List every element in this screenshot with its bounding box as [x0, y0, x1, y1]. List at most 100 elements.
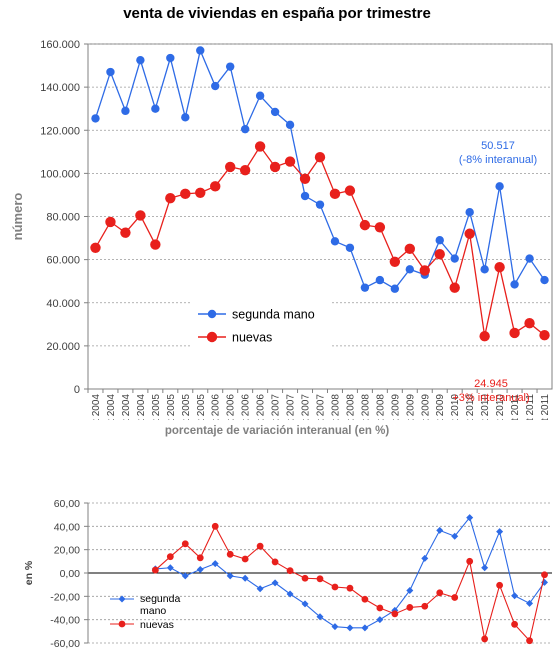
- data-point: [211, 522, 219, 530]
- data-point: [421, 554, 429, 562]
- data-point: [480, 265, 489, 274]
- data-point: [314, 152, 326, 163]
- legend: segunda mano nuevas: [190, 298, 330, 348]
- x-tick-label: 3t 2009: [420, 394, 431, 420]
- data-point: [391, 610, 399, 618]
- x-tick-label: 3t 2005: [181, 394, 192, 420]
- data-point: [464, 228, 475, 239]
- x-tick-label: 1t 2010: [450, 394, 461, 420]
- y-tick-label: 80.000: [46, 212, 80, 224]
- data-point: [496, 581, 504, 589]
- data-point: [210, 181, 221, 192]
- data-point: [226, 572, 234, 580]
- data-point: [165, 192, 176, 204]
- data-point: [136, 55, 145, 65]
- data-point: [376, 616, 384, 624]
- data-point: [150, 239, 161, 250]
- data-point: [241, 574, 249, 582]
- y-tick-label: 60.000: [46, 255, 80, 267]
- data-point: [316, 575, 324, 583]
- data-point: [254, 141, 266, 152]
- data-point: [450, 254, 459, 263]
- x-tick-label: 2t 2010: [465, 394, 476, 420]
- x-tick-label: 1t 2004: [91, 394, 102, 420]
- data-point: [240, 124, 250, 134]
- data-point: [345, 243, 355, 252]
- x-tick-label: 1t 2009: [390, 394, 401, 420]
- data-point: [299, 173, 311, 184]
- x-tick-label: 4t 2006: [256, 394, 267, 420]
- data-point: [331, 623, 339, 631]
- y-tick-label: 60,00: [54, 498, 80, 510]
- data-point: [374, 222, 386, 233]
- y-tick-label: 0: [74, 384, 80, 396]
- data-point: [346, 584, 354, 592]
- annotation: 50.517: [481, 140, 515, 152]
- data-point: [511, 620, 518, 628]
- x-tick-label: 2t 2009: [405, 394, 416, 420]
- x-tick-label: 2t 2008: [345, 394, 356, 420]
- y-tick-label: 40,00: [54, 521, 80, 533]
- x-tick-label: 4t 2009: [435, 394, 446, 420]
- data-point: [405, 265, 415, 274]
- data-point: [509, 327, 520, 339]
- x-tick-label: 1t 2011: [510, 394, 521, 420]
- x-tick-label: 3t 2008: [360, 394, 371, 420]
- data-point: [225, 62, 235, 71]
- y-tick-label: 40.000: [46, 298, 80, 310]
- legend-label: segunda mano: [232, 308, 315, 322]
- data-point: [496, 528, 504, 536]
- data-point: [451, 594, 459, 601]
- data-point: [406, 604, 414, 611]
- data-point: [224, 161, 236, 173]
- data-point: [151, 104, 160, 113]
- data-point: [511, 592, 519, 600]
- data-point: [436, 589, 444, 597]
- legend-label: segunda: [140, 593, 180, 605]
- data-point: [211, 560, 219, 568]
- data-point: [421, 602, 429, 610]
- legend-label: nuevas: [232, 331, 272, 345]
- data-point: [105, 216, 116, 228]
- data-point: [344, 185, 356, 196]
- data-point: [91, 114, 100, 123]
- data-point: [449, 282, 460, 293]
- chart-main: 0 20.000 40.000 60.000 80.000 100.000 120.000 1…: [10, 39, 553, 420]
- y-axis-label: número: [10, 193, 25, 241]
- x-tick-label: 2t 2007: [286, 394, 297, 420]
- x-tick-label: 2t 2005: [166, 394, 177, 420]
- x-tick-label: 1t 2005: [151, 394, 162, 420]
- y-tick-label: 0,00: [60, 568, 81, 580]
- x-tick-label: 3t 2007: [301, 394, 312, 420]
- data-point: [466, 557, 474, 565]
- x-tick-label: 3t 2006: [241, 394, 252, 420]
- data-point: [406, 587, 414, 594]
- data-point: [346, 624, 354, 632]
- data-point: [121, 106, 130, 116]
- chart2-title: porcentaje de variación interanual (en %…: [164, 425, 390, 437]
- legend-marker: [206, 331, 218, 343]
- data-point: [90, 242, 101, 253]
- y-tick-label: -40,00: [50, 615, 80, 627]
- data-point: [465, 207, 474, 217]
- data-point: [166, 553, 174, 561]
- x-tick-label: 4t 2004: [136, 394, 147, 420]
- data-point: [479, 330, 490, 342]
- data-point: [481, 564, 489, 572]
- data-point: [494, 261, 505, 273]
- y-tick-label: -60,00: [50, 638, 80, 650]
- data-point: [270, 107, 280, 117]
- y-tick-label: 20,00: [54, 545, 80, 557]
- data-point: [271, 579, 279, 587]
- data-point: [120, 227, 131, 238]
- x-tick-label: 1t 2008: [330, 394, 341, 420]
- legend-label: mano: [140, 605, 166, 617]
- data-point: [434, 249, 445, 260]
- data-point: [196, 566, 204, 573]
- data-point: [196, 46, 205, 55]
- data-point: [361, 624, 369, 632]
- data-point: [541, 571, 548, 579]
- data-point: [539, 330, 550, 341]
- data-point: [286, 590, 294, 598]
- x-tick-label: 2t 2006: [226, 394, 237, 420]
